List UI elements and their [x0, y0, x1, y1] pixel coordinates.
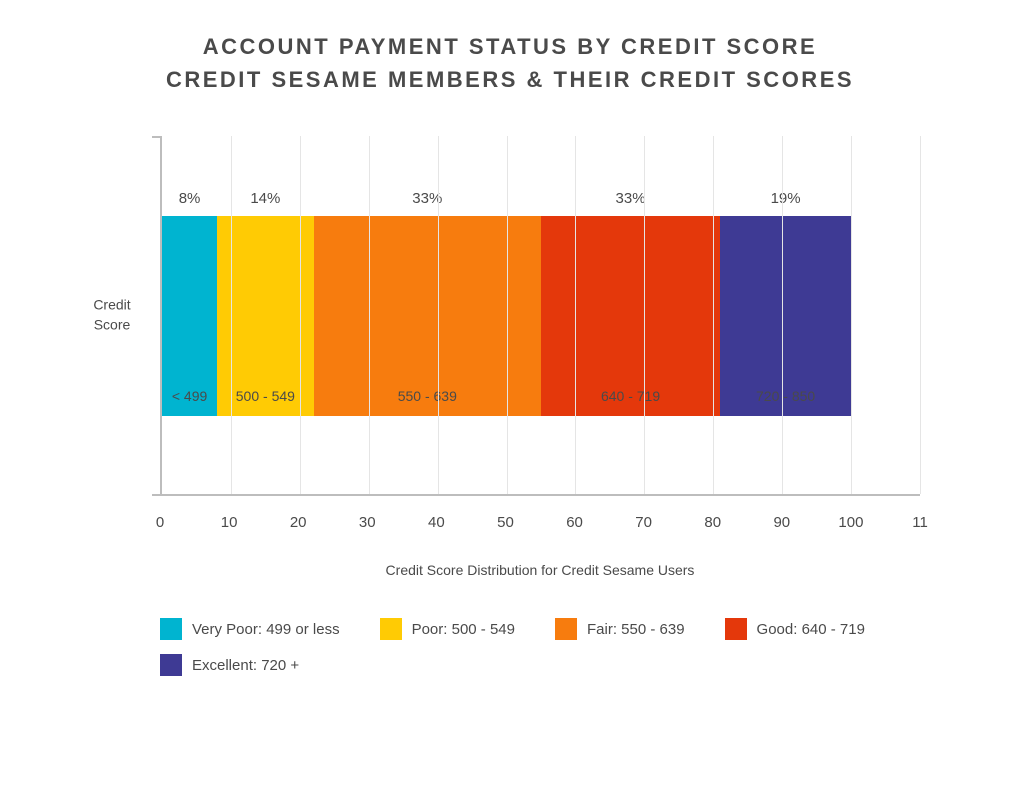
x-axis-title: Credit Score Distribution for Credit Ses…: [160, 562, 920, 578]
gridline: [300, 136, 301, 494]
bar-segment: 19%720 - 850: [720, 216, 851, 416]
stacked-bar: 8%< 49914%500 - 54933%550 - 63933%640 - …: [162, 216, 920, 416]
x-tick-label: 10: [221, 514, 238, 531]
x-tick-label: 100: [838, 514, 863, 531]
gridline: [231, 136, 232, 494]
gridline: [438, 136, 439, 494]
gridline: [782, 136, 783, 494]
legend-swatch: [160, 618, 182, 640]
gridline: [575, 136, 576, 494]
segment-percent-label: 33%: [541, 190, 720, 207]
bar-segment: 33%640 - 719: [541, 216, 720, 416]
gridline: [920, 136, 921, 494]
legend-label: Excellent: 720 +: [192, 657, 299, 674]
legend-item: Excellent: 720 +: [160, 654, 299, 676]
x-tick-label: 60: [566, 514, 583, 531]
y-label-line-1: Credit: [93, 296, 130, 312]
legend-item: Very Poor: 499 or less: [160, 618, 340, 640]
segment-percent-label: 19%: [720, 190, 851, 207]
y-label-line-2: Score: [94, 316, 131, 332]
x-tick-label: 20: [290, 514, 307, 531]
legend-label: Fair: 550 - 639: [587, 621, 685, 638]
legend-item: Poor: 500 - 549: [380, 618, 515, 640]
legend-swatch: [160, 654, 182, 676]
legend-item: Good: 640 - 719: [725, 618, 865, 640]
legend-label: Poor: 500 - 549: [412, 621, 515, 638]
segment-range-label: < 499: [172, 388, 207, 416]
title-line-1: ACCOUNT PAYMENT STATUS BY CREDIT SCORE: [60, 30, 960, 63]
gridline: [851, 136, 852, 494]
legend-item: Fair: 550 - 639: [555, 618, 685, 640]
x-tick-label: 0: [156, 514, 164, 531]
legend: Very Poor: 499 or less Poor: 500 - 549 Fai…: [160, 618, 920, 676]
segment-range-label: 550 - 639: [398, 388, 457, 416]
x-tick-label: 80: [704, 514, 721, 531]
gridline: [369, 136, 370, 494]
legend-swatch: [725, 618, 747, 640]
segment-percent-label: 8%: [162, 190, 217, 207]
chart-title-block: ACCOUNT PAYMENT STATUS BY CREDIT SCORE C…: [60, 30, 960, 96]
legend-swatch: [555, 618, 577, 640]
gridline: [644, 136, 645, 494]
chart-area: Credit Score 8%< 49914%500 - 54933%550 -…: [160, 136, 920, 578]
x-tick-label: 50: [497, 514, 514, 531]
legend-swatch: [380, 618, 402, 640]
gridline: [713, 136, 714, 494]
plot-region: Credit Score 8%< 49914%500 - 54933%550 -…: [160, 136, 920, 496]
x-tick-label: 90: [773, 514, 790, 531]
bar-segment: 8%< 499: [162, 216, 217, 416]
segment-range-label: 720 - 850: [756, 388, 815, 416]
legend-label: Good: 640 - 719: [757, 621, 865, 638]
x-tick-label: 11: [912, 514, 928, 531]
x-tick-label: 40: [428, 514, 445, 531]
gridline: [507, 136, 508, 494]
legend-label: Very Poor: 499 or less: [192, 621, 340, 638]
segment-range-label: 640 - 719: [601, 388, 660, 416]
title-line-2: CREDIT SESAME MEMBERS & THEIR CREDIT SCO…: [60, 63, 960, 96]
x-axis-ticks: 010203040506070809010011: [160, 514, 920, 544]
x-tick-label: 30: [359, 514, 376, 531]
x-tick-label: 70: [635, 514, 652, 531]
segment-range-label: 500 - 549: [236, 388, 295, 416]
y-axis-category-label: Credit Score: [72, 295, 152, 334]
